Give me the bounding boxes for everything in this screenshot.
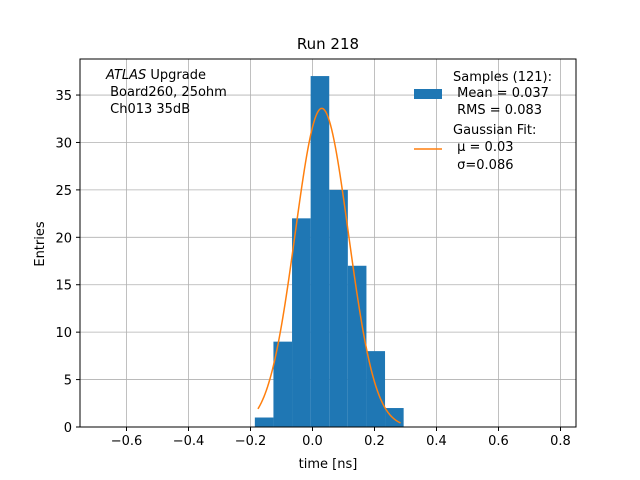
annotation-line-3: Ch013 35dB <box>106 102 190 117</box>
annotation-line-1: ATLAS Upgrade <box>105 68 206 83</box>
y-tick-label: 15 <box>55 279 72 294</box>
legend-fit-sigma: σ=0.086 <box>453 158 513 173</box>
y-axis-ticks: 0 5 10 15 20 25 30 35 <box>55 89 80 436</box>
legend-fit-mu: μ = 0.03 <box>453 140 514 155</box>
legend: Samples (121): Mean = 0.037 RMS = 0.083 … <box>414 70 552 173</box>
histogram-bars <box>254 76 404 427</box>
y-axis-label: Entries <box>33 221 48 267</box>
x-axis-ticks: −0.6 −0.4 −0.2 0.0 0.2 0.4 0.6 0.8 <box>111 427 571 449</box>
annotation-upgrade: Upgrade <box>146 68 206 83</box>
histogram-bar <box>273 341 293 427</box>
plot-frame <box>79 58 577 428</box>
histogram-bar <box>254 417 274 427</box>
legend-samples-label: Samples (121): <box>453 70 552 85</box>
atlas-annotation: ATLAS Upgrade Board260, 25ohm Ch013 35dB <box>105 68 227 117</box>
x-tick-label: 0.2 <box>364 434 385 449</box>
x-tick-label: 0.4 <box>426 434 447 449</box>
histogram-bar <box>347 265 367 427</box>
x-tick-label: −0.2 <box>235 434 267 449</box>
x-tick-label: −0.6 <box>111 434 143 449</box>
legend-samples-mean: Mean = 0.037 <box>453 86 549 101</box>
histogram-bar <box>329 189 348 427</box>
y-tick-label: 5 <box>64 374 72 389</box>
y-tick-label: 35 <box>55 89 72 104</box>
x-axis-label: time [ns] <box>299 457 358 472</box>
x-tick-label: 0.0 <box>302 434 323 449</box>
histogram-bar <box>292 218 311 427</box>
y-tick-label: 20 <box>55 231 72 246</box>
chart-title: Run 218 <box>297 35 359 53</box>
y-tick-label: 25 <box>55 184 72 199</box>
x-tick-label: 0.6 <box>488 434 509 449</box>
y-tick-label: 10 <box>55 326 72 341</box>
x-tick-label: 0.8 <box>550 434 571 449</box>
y-tick-label: 0 <box>64 421 72 436</box>
legend-samples-rms: RMS = 0.083 <box>453 103 542 118</box>
annotation-line-2: Board260, 25ohm <box>106 85 227 100</box>
histogram-bar <box>310 76 330 427</box>
y-tick-label: 30 <box>55 136 72 151</box>
gaussian-fit-line <box>257 107 401 424</box>
legend-samples-swatch <box>414 89 442 99</box>
legend-fit-label: Gaussian Fit: <box>453 123 536 138</box>
gaussian-fit <box>257 107 401 424</box>
x-tick-label: −0.4 <box>173 434 205 449</box>
annotation-atlas: ATLAS <box>105 68 146 83</box>
